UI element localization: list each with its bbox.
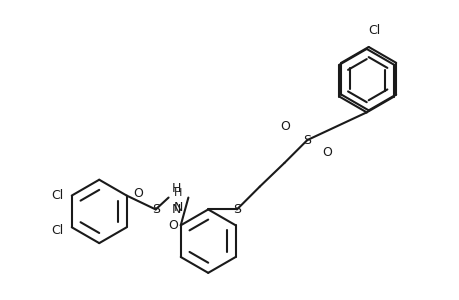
Text: Cl: Cl [51,189,64,202]
Text: S: S [232,203,241,216]
Text: Cl: Cl [51,224,64,237]
Text: H: H [174,188,182,198]
Text: O: O [280,120,290,133]
Text: N: N [172,202,181,215]
Text: H: H [172,182,181,195]
Text: O: O [321,146,331,160]
Text: O: O [168,219,178,232]
Text: N: N [174,200,183,214]
Text: S: S [151,203,159,216]
Text: Cl: Cl [368,24,380,37]
Text: S: S [302,134,311,147]
Text: O: O [133,187,142,200]
